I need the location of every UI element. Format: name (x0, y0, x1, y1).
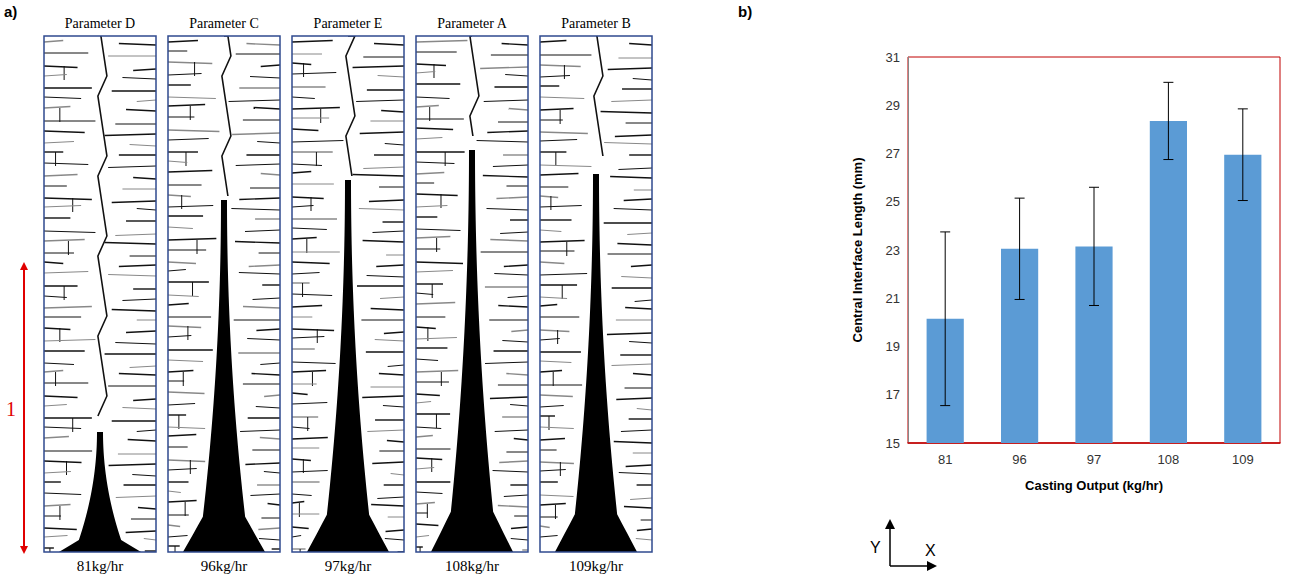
svg-text:15: 15 (886, 436, 900, 451)
svg-text:b): b) (738, 3, 752, 20)
svg-text:19: 19 (886, 339, 900, 354)
svg-text:97kg/hr: 97kg/hr (325, 558, 372, 574)
svg-text:29: 29 (886, 98, 900, 113)
svg-text:Parameter C: Parameter C (189, 16, 259, 31)
svg-text:108: 108 (1158, 452, 1180, 467)
svg-text:81kg/hr: 81kg/hr (77, 558, 124, 574)
svg-text:96kg/hr: 96kg/hr (201, 558, 248, 574)
svg-text:108kg/hr: 108kg/hr (445, 558, 499, 574)
svg-text:21: 21 (886, 291, 900, 306)
svg-text:23: 23 (886, 243, 900, 258)
svg-text:Y: Y (870, 539, 881, 556)
svg-text:Casting Output (kg/hr): Casting Output (kg/hr) (1025, 478, 1163, 493)
svg-text:81: 81 (938, 452, 952, 467)
svg-text:Parameter A: Parameter A (437, 16, 507, 31)
svg-text:27: 27 (886, 146, 900, 161)
svg-text:97: 97 (1087, 452, 1101, 467)
svg-text:X: X (925, 542, 936, 559)
svg-text:17: 17 (886, 387, 900, 402)
svg-text:Central Interface Length (mm): Central Interface Length (mm) (850, 158, 865, 343)
svg-text:a): a) (4, 3, 17, 20)
svg-text:Parameter B: Parameter B (561, 16, 631, 31)
svg-text:1: 1 (6, 398, 16, 420)
svg-text:109kg/hr: 109kg/hr (569, 558, 623, 574)
svg-text:31: 31 (886, 50, 900, 65)
svg-text:Parameter E: Parameter E (314, 16, 383, 31)
svg-text:96: 96 (1012, 452, 1026, 467)
svg-text:25: 25 (886, 194, 900, 209)
svg-text:109: 109 (1232, 452, 1254, 467)
svg-text:Parameter D: Parameter D (65, 16, 135, 31)
